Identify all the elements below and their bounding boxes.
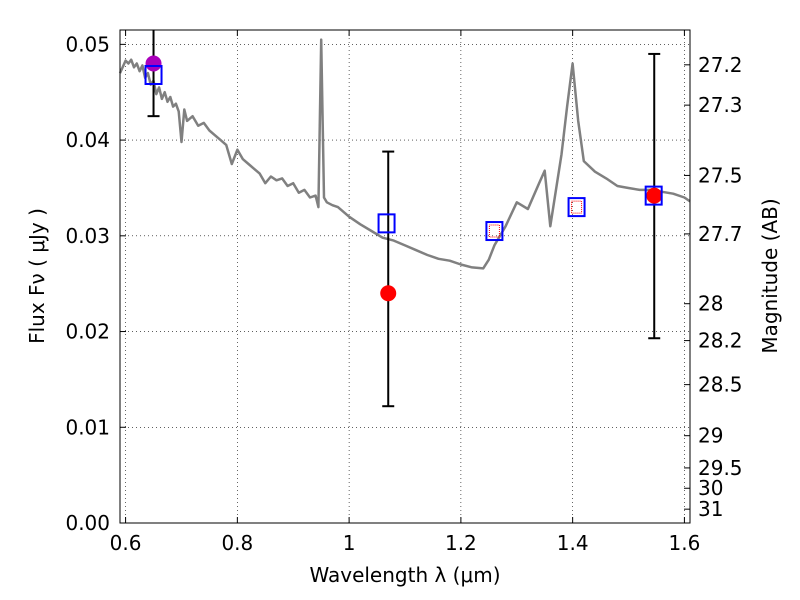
y-tick-label: 0.01 bbox=[65, 415, 110, 439]
photometry-point bbox=[646, 187, 663, 204]
plot-area bbox=[118, 30, 691, 408]
model-flux-square bbox=[567, 197, 586, 218]
axis-ticks: 0.6 0.8 1 1.2 1.4 1.6 0.00 0.01 0.02 0.03 0.04 0.05… bbox=[65, 30, 743, 555]
y2-tick-label: 27.5 bbox=[698, 163, 743, 187]
y-tick-label: 0.03 bbox=[65, 224, 110, 248]
plot-frame bbox=[119, 29, 691, 524]
x-tick-label: 0.8 bbox=[221, 531, 253, 555]
model-flux-square bbox=[644, 185, 663, 206]
y2-tick-label: 27.2 bbox=[698, 53, 743, 77]
y2-tick-label: 29 bbox=[698, 424, 723, 448]
y-axis-label: Flux Fν ( μJy ) bbox=[25, 208, 49, 344]
x-axis-label: Wavelength λ (μm) bbox=[309, 563, 500, 587]
y2-tick-label: 31 bbox=[698, 497, 723, 521]
y2-tick-label: 27.7 bbox=[698, 222, 743, 246]
x-tick-label: 1.6 bbox=[669, 531, 701, 555]
grid-lines bbox=[120, 30, 690, 524]
photometry-point bbox=[145, 55, 162, 72]
model-flux-square bbox=[144, 64, 163, 85]
upper-limit-square bbox=[571, 200, 583, 214]
y2-axis-label: Magnitude (AB) bbox=[758, 198, 782, 353]
y2-tick-label: 27.3 bbox=[698, 93, 743, 117]
y2-tick-label: 30 bbox=[698, 476, 723, 500]
photometry-point bbox=[380, 285, 397, 302]
y2-tick-label: 29.5 bbox=[698, 456, 743, 480]
y2-tick-label: 28 bbox=[698, 292, 723, 316]
upper-limit-square bbox=[488, 224, 500, 238]
model-flux-square bbox=[377, 213, 396, 234]
y-tick-label: 0.02 bbox=[65, 320, 110, 344]
x-tick-label: 1.2 bbox=[445, 531, 477, 555]
y-tick-label: 0.04 bbox=[65, 128, 110, 152]
y-tick-label: 0.05 bbox=[65, 32, 110, 56]
y2-tick-label: 28.5 bbox=[698, 373, 743, 397]
x-tick-label: 1 bbox=[343, 531, 356, 555]
model-flux-square bbox=[485, 221, 504, 242]
x-tick-label: 1.4 bbox=[557, 531, 589, 555]
x-tick-label: 0.6 bbox=[110, 531, 142, 555]
model-spectrum-line bbox=[118, 38, 691, 270]
y2-tick-label: 28.2 bbox=[698, 329, 743, 353]
y-tick-label: 0.00 bbox=[65, 511, 110, 535]
